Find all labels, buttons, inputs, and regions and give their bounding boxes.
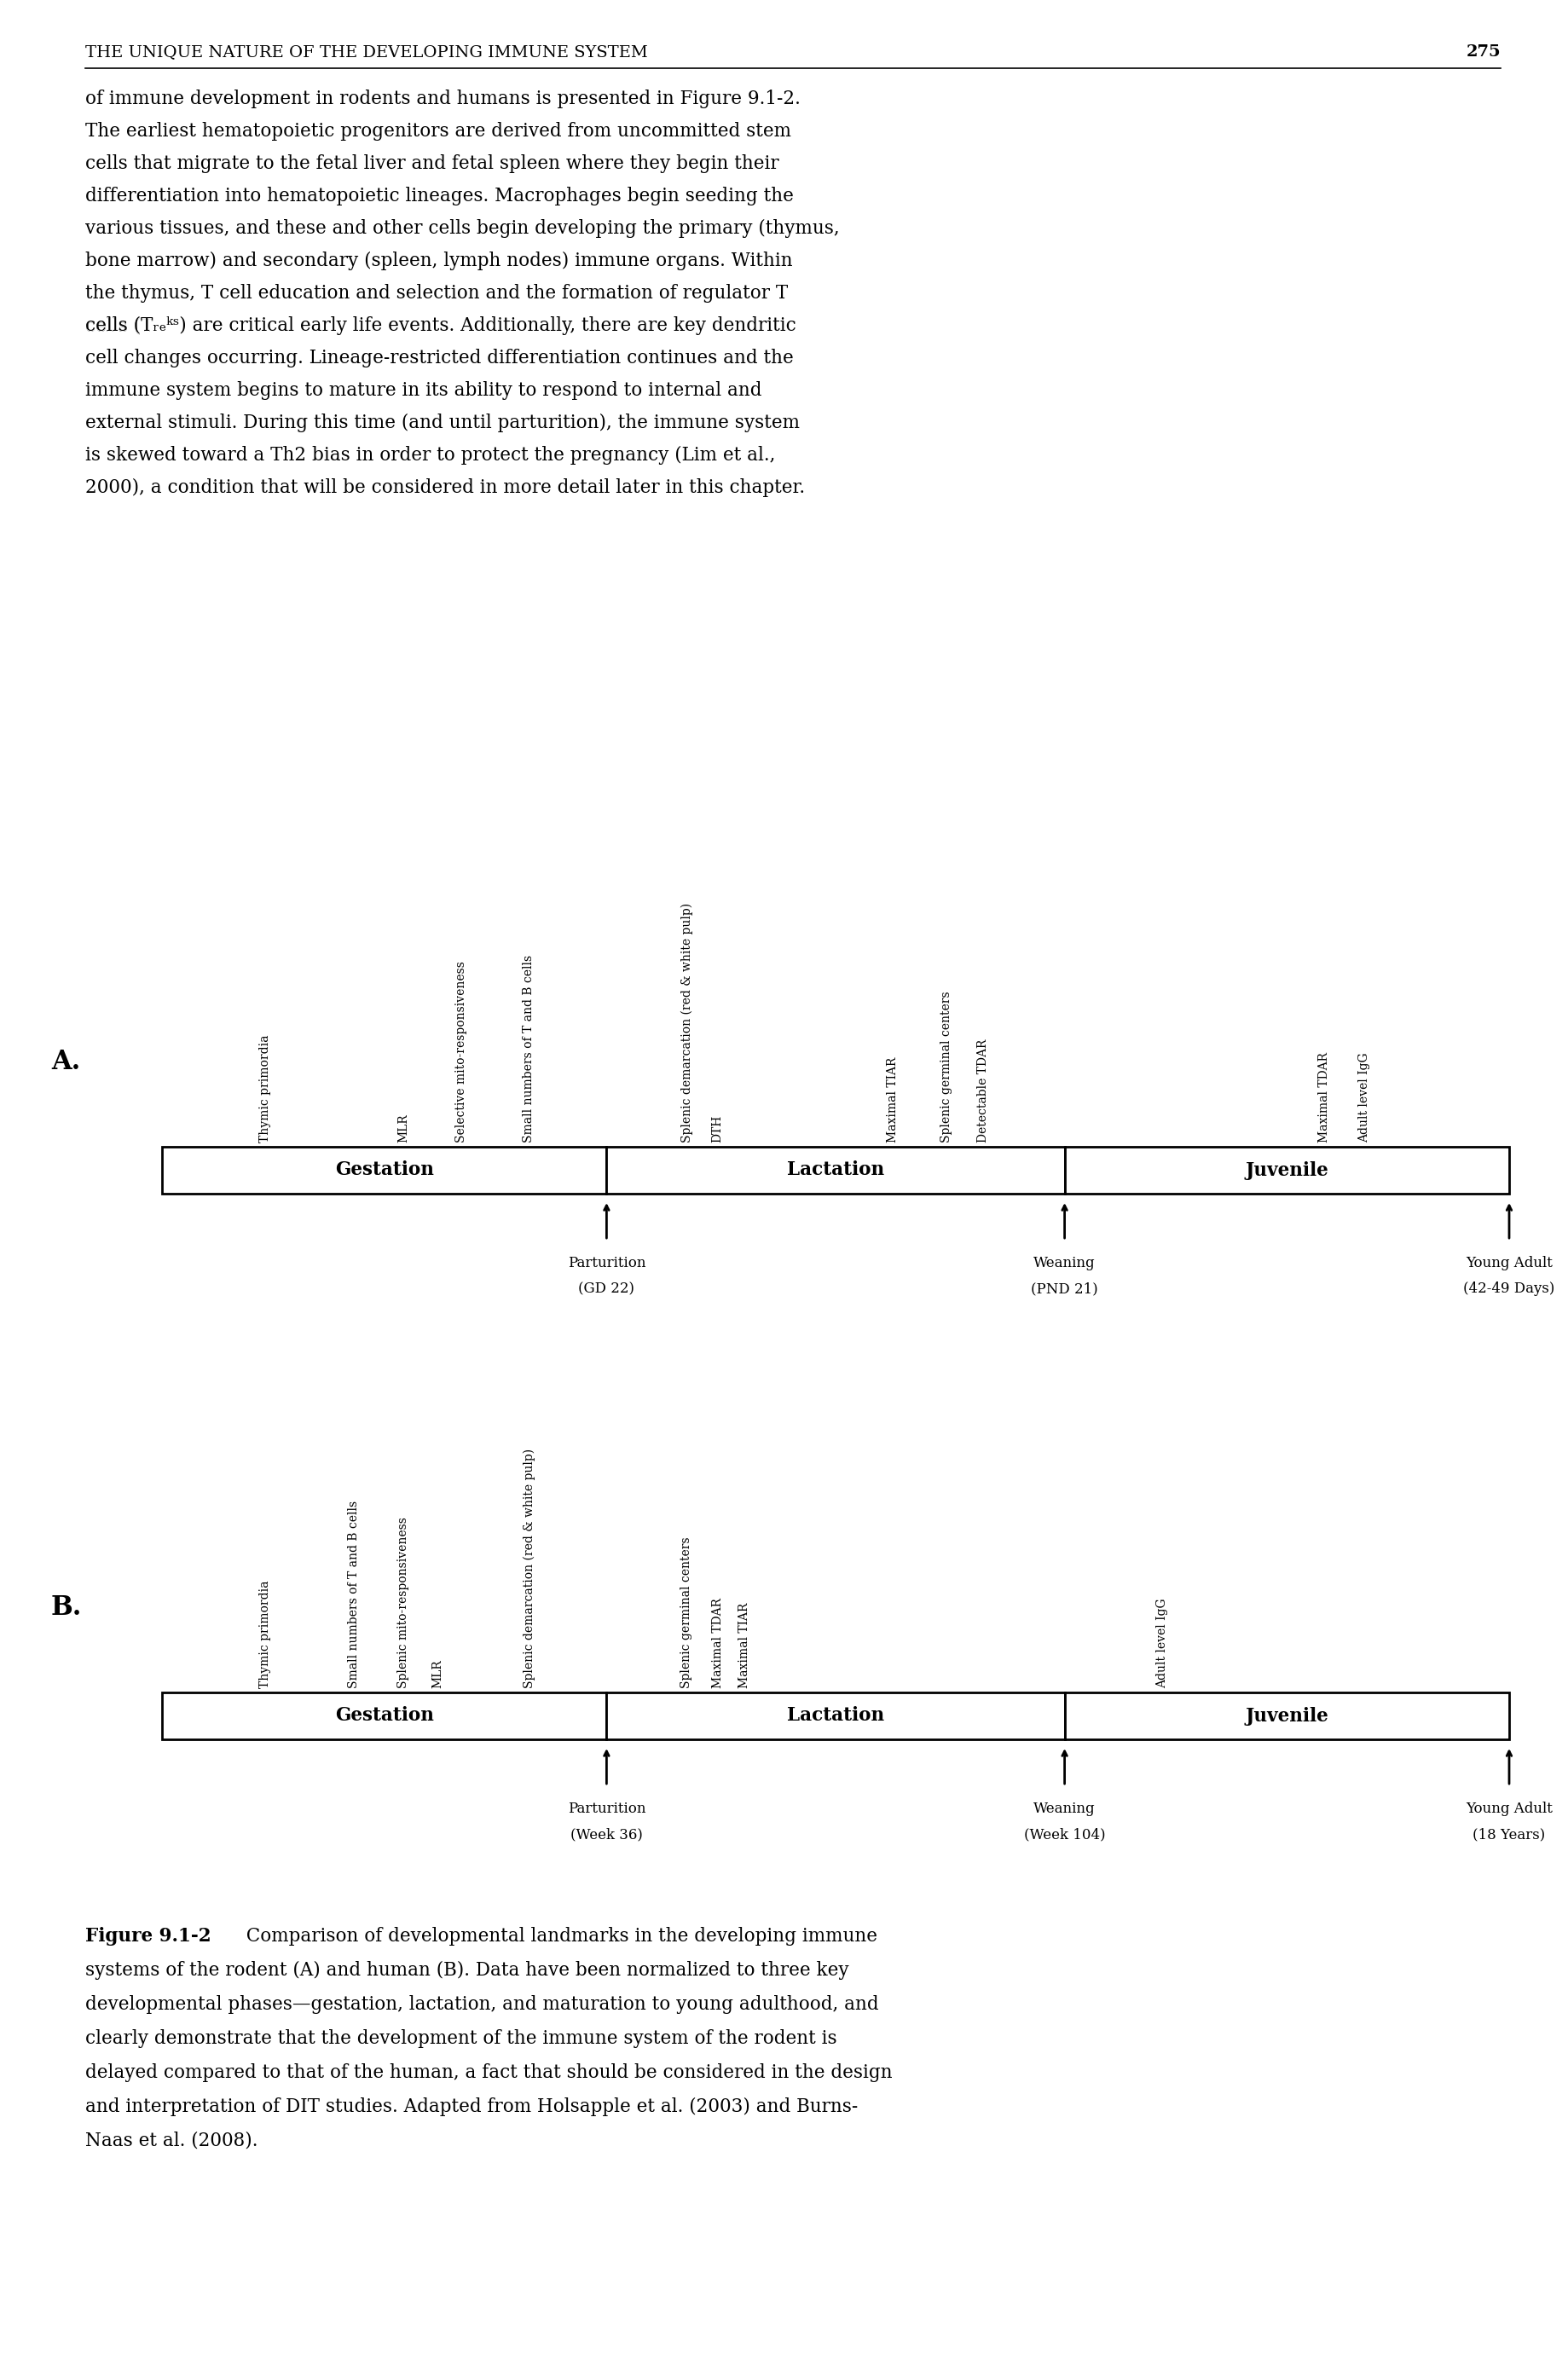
- Text: bone marrow) and secondary (spleen, lymph nodes) immune organs. Within: bone marrow) and secondary (spleen, lymp…: [85, 251, 793, 270]
- Bar: [162, 1148, 607, 1195]
- Bar: [1065, 1148, 1508, 1195]
- Text: external stimuli. During this time (and until parturition), the immune system: external stimuli. During this time (and …: [85, 414, 800, 433]
- Text: (Week 104): (Week 104): [1024, 1827, 1105, 1841]
- Text: Parturition: Parturition: [568, 1801, 646, 1817]
- Text: Splenic demarcation (red & white pulp): Splenic demarcation (red & white pulp): [524, 1448, 535, 1689]
- Text: Juvenile: Juvenile: [1245, 1162, 1328, 1181]
- Text: differentiation into hematopoietic lineages. Macrophages begin seeding the: differentiation into hematopoietic linea…: [85, 187, 793, 206]
- Text: delayed compared to that of the human, a fact that should be considered in the d: delayed compared to that of the human, a…: [85, 2063, 892, 2082]
- Bar: [1065, 1692, 1508, 1739]
- Text: systems of the rodent (A) and human (B). Data have been normalized to three key: systems of the rodent (A) and human (B).…: [85, 1961, 848, 1980]
- Text: Detectable TDAR: Detectable TDAR: [977, 1039, 989, 1143]
- Text: Splenic mito-responsiveness: Splenic mito-responsiveness: [398, 1517, 409, 1689]
- Text: various tissues, and these and other cells begin developing the primary (thymus,: various tissues, and these and other cel…: [85, 220, 839, 239]
- Text: Splenic germinal centers: Splenic germinal centers: [941, 991, 953, 1143]
- Text: (Week 36): (Week 36): [571, 1827, 643, 1841]
- Text: (42-49 Days): (42-49 Days): [1463, 1282, 1555, 1297]
- Text: Weaning: Weaning: [1033, 1256, 1096, 1271]
- Text: the thymus, T cell education and selection and the formation of regulator T: the thymus, T cell education and selecti…: [85, 284, 789, 303]
- Text: Juvenile: Juvenile: [1245, 1706, 1328, 1725]
- Text: Small numbers of T and B cells: Small numbers of T and B cells: [524, 956, 535, 1143]
- Text: B.: B.: [52, 1595, 82, 1621]
- Text: Selective mito-responsiveness: Selective mito-responsiveness: [456, 961, 467, 1143]
- Text: cell changes occurring. Lineage-restricted differentiation continues and the: cell changes occurring. Lineage-restrict…: [85, 348, 793, 367]
- Text: cells (Tᵣₑᵏˢ) are critical early life events. Additionally, there are key dendri: cells (Tᵣₑᵏˢ) are critical early life ev…: [85, 317, 797, 336]
- Text: Thymic primordia: Thymic primordia: [259, 1034, 271, 1143]
- Text: clearly demonstrate that the development of the immune system of the rodent is: clearly demonstrate that the development…: [85, 2030, 837, 2049]
- Bar: [162, 1692, 607, 1739]
- Text: Lactation: Lactation: [787, 1162, 884, 1181]
- Text: MLR: MLR: [431, 1659, 444, 1689]
- Text: (GD 22): (GD 22): [579, 1282, 635, 1297]
- Text: (PND 21): (PND 21): [1032, 1282, 1098, 1297]
- Text: and interpretation of DIT studies. Adapted from Holsapple et al. (2003) and Burn: and interpretation of DIT studies. Adapt…: [85, 2096, 858, 2115]
- Text: developmental phases—gestation, lactation, and maturation to young adulthood, an: developmental phases—gestation, lactatio…: [85, 1995, 878, 2013]
- Text: Splenic germinal centers: Splenic germinal centers: [681, 1538, 693, 1689]
- Text: Maximal TDAR: Maximal TDAR: [712, 1597, 723, 1689]
- Text: MLR: MLR: [398, 1114, 409, 1143]
- Text: cells that migrate to the fetal liver and fetal spleen where they begin their: cells that migrate to the fetal liver an…: [85, 154, 779, 173]
- Text: THE UNIQUE NATURE OF THE DEVELOPING IMMUNE SYSTEM: THE UNIQUE NATURE OF THE DEVELOPING IMMU…: [85, 45, 648, 59]
- Text: Maximal TIAR: Maximal TIAR: [739, 1602, 751, 1689]
- Text: 2000), a condition that will be considered in more detail later in this chapter.: 2000), a condition that will be consider…: [85, 478, 804, 497]
- Text: is skewed toward a Th2 bias in order to protect the pregnancy (Lim et al.,: is skewed toward a Th2 bias in order to …: [85, 445, 775, 464]
- Text: Splenic demarcation (red & white pulp): Splenic demarcation (red & white pulp): [681, 904, 693, 1143]
- Text: Naas et al. (2008).: Naas et al. (2008).: [85, 2132, 257, 2151]
- Text: Small numbers of T and B cells: Small numbers of T and B cells: [348, 1500, 359, 1689]
- Text: Gestation: Gestation: [336, 1162, 434, 1181]
- Text: Thymic primordia: Thymic primordia: [259, 1580, 271, 1689]
- Bar: [607, 1148, 1065, 1195]
- Text: 275: 275: [1466, 45, 1501, 59]
- Text: The earliest hematopoietic progenitors are derived from uncommitted stem: The earliest hematopoietic progenitors a…: [85, 123, 792, 140]
- Bar: [607, 1692, 1065, 1739]
- Text: Maximal TDAR: Maximal TDAR: [1317, 1053, 1330, 1143]
- Text: Weaning: Weaning: [1033, 1801, 1096, 1817]
- Text: Adult level IgG: Adult level IgG: [1358, 1053, 1370, 1143]
- Text: Figure 9.1-2: Figure 9.1-2: [85, 1926, 212, 1945]
- Text: cells (T: cells (T: [85, 317, 154, 336]
- Text: Adult level IgG: Adult level IgG: [1156, 1597, 1168, 1689]
- Text: cells (T: cells (T: [85, 317, 154, 336]
- Text: DTH: DTH: [712, 1114, 723, 1143]
- Text: Lactation: Lactation: [787, 1706, 884, 1725]
- Text: Young Adult: Young Adult: [1466, 1801, 1552, 1817]
- Text: Comparison of developmental landmarks in the developing immune: Comparison of developmental landmarks in…: [235, 1926, 878, 1945]
- Text: immune system begins to mature in its ability to respond to internal and: immune system begins to mature in its ab…: [85, 381, 762, 400]
- Text: (18 Years): (18 Years): [1472, 1827, 1546, 1841]
- Text: of immune development in rodents and humans is presented in Figure 9.1-2.: of immune development in rodents and hum…: [85, 90, 801, 109]
- Text: Gestation: Gestation: [336, 1706, 434, 1725]
- Text: A.: A.: [52, 1048, 80, 1074]
- Text: Young Adult: Young Adult: [1466, 1256, 1552, 1271]
- Text: Parturition: Parturition: [568, 1256, 646, 1271]
- Text: Maximal TIAR: Maximal TIAR: [887, 1058, 898, 1143]
